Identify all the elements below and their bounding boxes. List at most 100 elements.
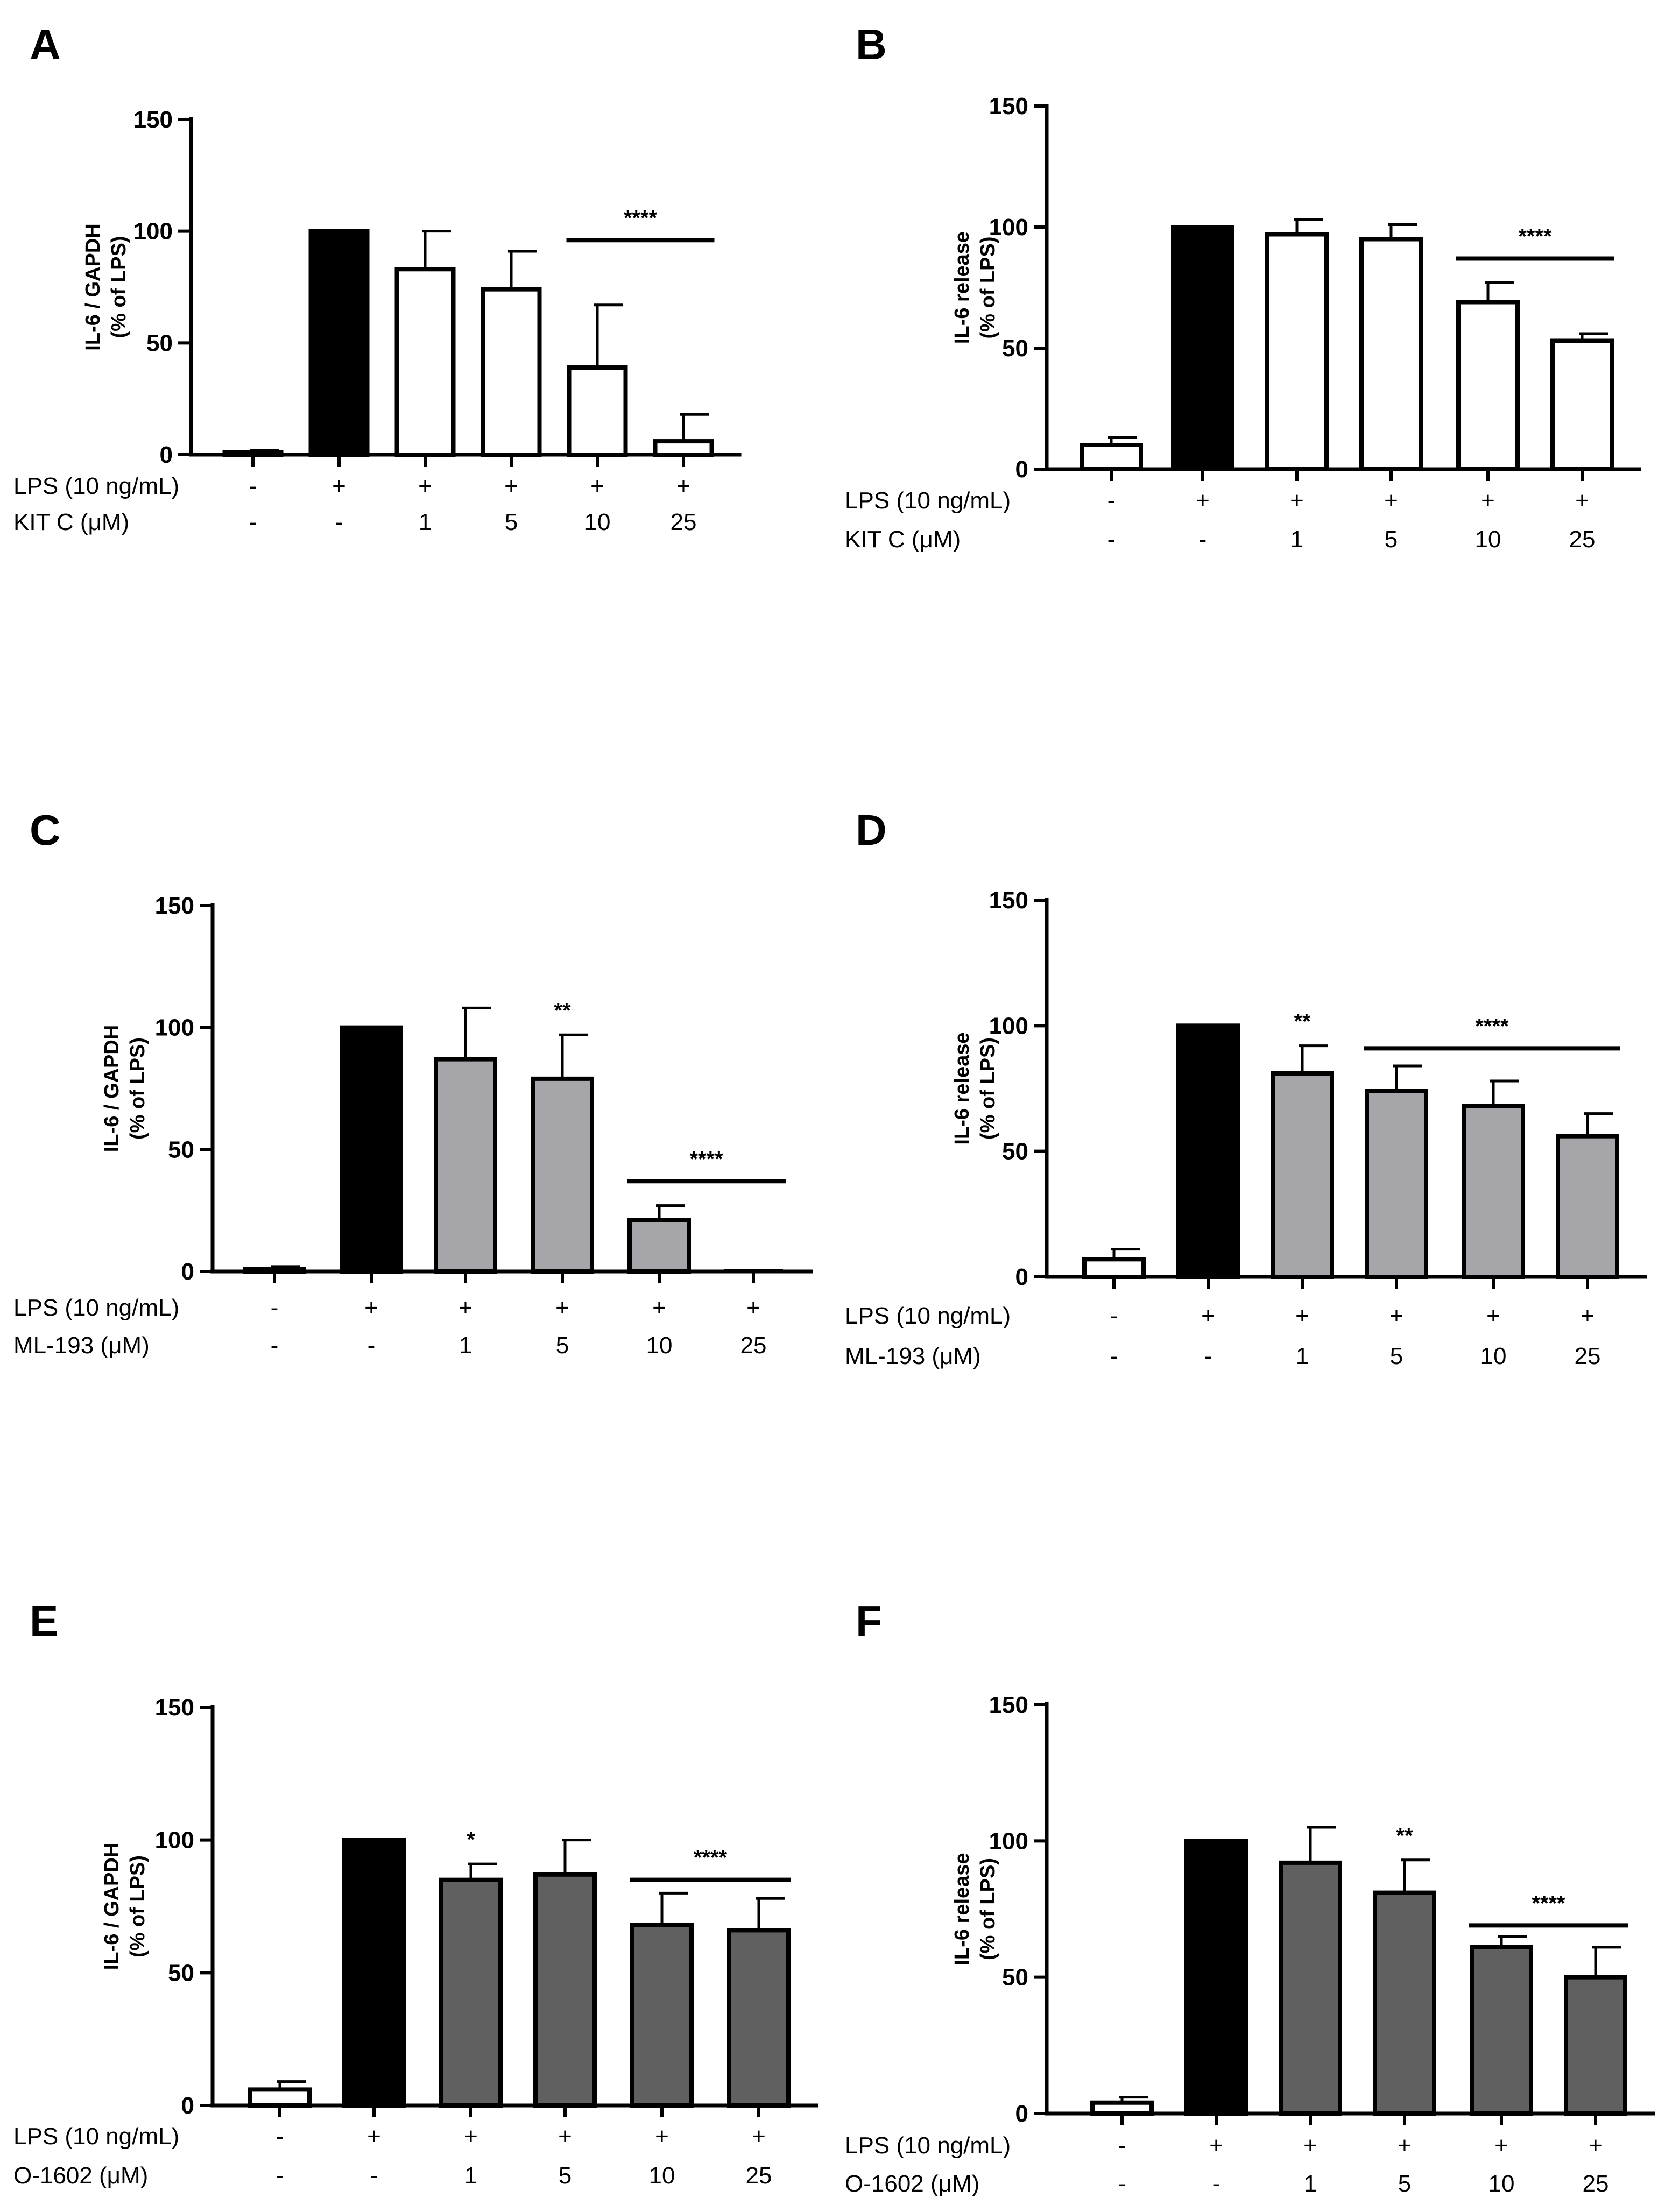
lps-condition-label: + [1196, 487, 1210, 514]
bar [1171, 225, 1234, 471]
significance-label: **** [624, 206, 658, 230]
lps-condition-label: + [1486, 1303, 1500, 1329]
lps-condition-label: + [1209, 2132, 1223, 2159]
dose-condition-label: - [335, 509, 343, 535]
row-label-lps: LPS (10 ng/mL) [13, 473, 179, 499]
bar [340, 1025, 403, 1274]
lps-condition-label: + [555, 1295, 569, 1321]
dose-condition-label: 10 [1488, 2171, 1515, 2197]
bar [531, 1076, 594, 1274]
y-axis-label: (% of LPS) [108, 236, 130, 338]
bar [653, 439, 714, 457]
y-tick-label: 0 [1015, 1264, 1028, 1290]
y-tick-label: 50 [168, 1960, 194, 1986]
y-axis-label: IL-6 release [951, 231, 973, 344]
lps-condition-label: + [367, 2123, 381, 2150]
y-tick-label: 150 [989, 1692, 1028, 1718]
chart-panel-a: A IL-6 / GAPDH (% of LPS) 0 50 100 150 - - + - +1 +5… [13, 20, 742, 535]
bar [1265, 232, 1329, 471]
lps-condition-label: + [1295, 1303, 1309, 1329]
bar [627, 1218, 691, 1274]
y-tick-label: 50 [1002, 335, 1028, 362]
y-tick-label: 100 [989, 1013, 1028, 1039]
bar [1082, 1257, 1146, 1279]
lps-condition-label: - [1110, 1303, 1118, 1329]
bar [308, 229, 370, 457]
lps-condition-label: - [249, 473, 257, 499]
chart-panel-d: D IL-6 release (% of LPS) 0 50 100 150 - - + - +1 +5… [845, 806, 1647, 1369]
bar [1090, 2100, 1154, 2116]
bar [1556, 1134, 1619, 1280]
lps-condition-label: + [1581, 1303, 1595, 1329]
significance-marker: ** [554, 999, 571, 1022]
significance-marker: ** [1294, 1010, 1311, 1034]
row-label-dose: KIT C (μM) [845, 526, 961, 553]
bar [434, 1057, 497, 1274]
y-axis-label: IL-6 / GAPDH [101, 1025, 123, 1152]
lps-condition-label: + [752, 2123, 766, 2150]
chart-panel-b: B IL-6 release (% of LPS) 0 50 100 150 - - + - +1 +5… [845, 20, 1641, 553]
bar [1080, 443, 1143, 471]
row-label-dose: O-1602 (μM) [13, 2162, 148, 2189]
lps-condition-label: + [655, 2123, 669, 2150]
y-tick-label: 0 [181, 1259, 194, 1285]
dose-condition-label: - [1107, 526, 1116, 553]
lps-condition-label: + [1303, 2132, 1317, 2159]
row-label-lps: LPS (10 ng/mL) [845, 2132, 1011, 2159]
lps-condition-label: + [1481, 487, 1495, 514]
row-label-dose: O-1602 (μM) [845, 2171, 979, 2197]
bar [1176, 1023, 1240, 1280]
row-label-lps: LPS (10 ng/mL) [13, 2123, 179, 2150]
panel-label: E [30, 1597, 58, 1645]
chart-panel-e: E IL-6 / GAPDH (% of LPS) 0 50 100 150 - - + - +1 +5… [13, 1597, 818, 2189]
dose-condition-label: 1 [464, 2162, 477, 2189]
y-tick-label: 100 [155, 1015, 194, 1041]
y-tick-label: 0 [1015, 456, 1028, 483]
bar [630, 1923, 694, 2108]
bar [1462, 1104, 1525, 1280]
dose-condition-label: 25 [1569, 526, 1596, 553]
dose-condition-label: 1 [1296, 1343, 1309, 1369]
dose-condition-label: - [1199, 526, 1207, 553]
significance-label: **** [694, 1846, 728, 1870]
dose-condition-label: 25 [740, 1332, 767, 1359]
panel-label: F [856, 1597, 882, 1645]
y-tick-label: 100 [155, 1827, 194, 1854]
bar [481, 287, 542, 457]
dose-condition-label: 5 [559, 2162, 572, 2189]
row-label-dose: ML-193 (μM) [13, 1332, 150, 1359]
y-axis-label: IL-6 / GAPDH [82, 223, 104, 350]
y-tick-label: 50 [1002, 1964, 1028, 1991]
y-axis-label: (% of LPS) [126, 1037, 149, 1140]
dose-condition-label: 10 [649, 2162, 675, 2189]
dose-condition-label: 25 [1583, 2171, 1609, 2197]
lps-condition-label: + [652, 1295, 666, 1321]
bar [1470, 1945, 1533, 2116]
dose-condition-label: 5 [1390, 1343, 1403, 1369]
dose-condition-label: 10 [646, 1332, 673, 1359]
lps-condition-label: + [1389, 1303, 1403, 1329]
bar [1365, 1089, 1428, 1279]
y-tick-label: 0 [181, 2093, 194, 2119]
dose-condition-label: - [368, 1332, 376, 1359]
y-tick-label: 150 [155, 893, 194, 919]
bar [342, 1838, 406, 2108]
bar [1564, 1975, 1627, 2116]
panel-label: D [856, 806, 887, 854]
lps-condition-label: + [364, 1295, 378, 1321]
dose-condition-label: - [1110, 1343, 1118, 1369]
lps-condition-label: + [590, 473, 604, 499]
chart-panel-f: F IL-6 release (% of LPS) 0 50 100 150 - - + - +1 +5… [845, 1597, 1655, 2197]
dose-condition-label: - [1212, 2171, 1221, 2197]
significance-marker: * [467, 1828, 475, 1851]
row-label-dose: ML-193 (μM) [845, 1343, 981, 1369]
lps-condition-label: + [504, 473, 518, 499]
y-tick-label: 50 [1002, 1139, 1028, 1165]
lps-condition-label: + [1290, 487, 1304, 514]
dose-condition-label: 1 [1304, 2171, 1317, 2197]
significance-label: **** [1532, 1891, 1565, 1915]
dose-condition-label: 25 [671, 509, 697, 535]
panel-label: A [30, 20, 61, 68]
bar [567, 365, 628, 457]
